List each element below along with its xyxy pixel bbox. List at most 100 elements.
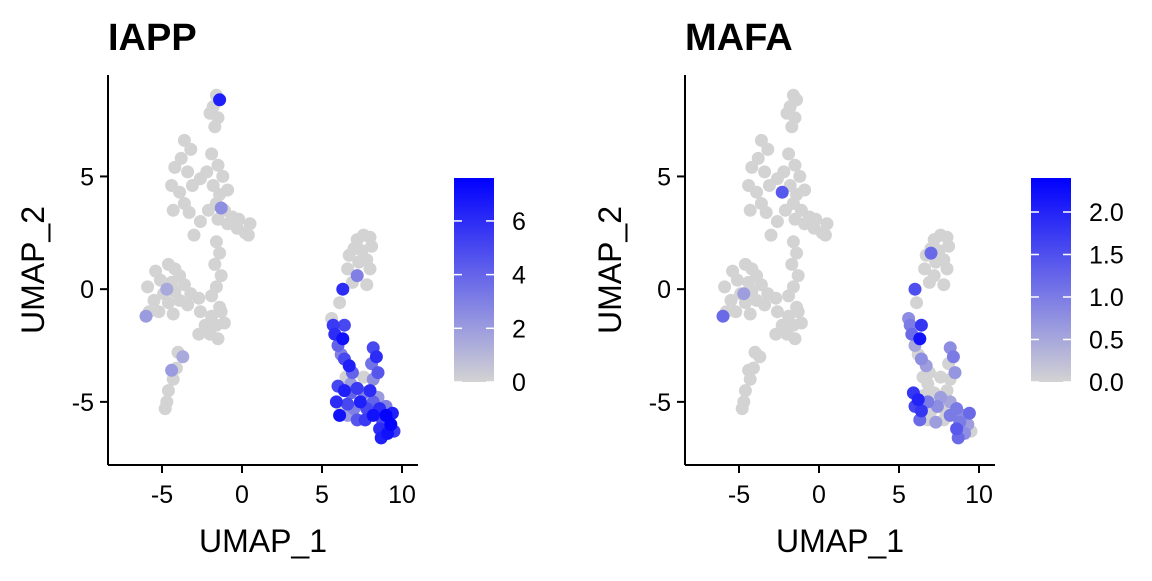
data-point xyxy=(211,332,225,346)
x-tick-label: 5 xyxy=(892,481,906,509)
data-point xyxy=(946,350,960,364)
data-point xyxy=(809,212,823,226)
data-point xyxy=(205,289,219,303)
data-point xyxy=(341,397,355,411)
data-point xyxy=(208,120,222,134)
colorbar-label: 2 xyxy=(512,315,526,343)
data-point xyxy=(950,402,964,416)
data-point xyxy=(735,402,749,416)
colorbar xyxy=(1031,178,1071,382)
data-point xyxy=(738,384,752,398)
data-point xyxy=(770,305,784,319)
data-point xyxy=(718,280,732,294)
colorbar-label: 1.5 xyxy=(1089,242,1124,270)
y-tick-label: -5 xyxy=(72,389,94,417)
x-tick-label: 0 xyxy=(812,481,826,509)
data-point xyxy=(770,215,784,228)
data-point xyxy=(716,309,730,323)
data-point xyxy=(729,305,743,319)
data-point xyxy=(333,408,347,422)
data-point xyxy=(778,203,792,217)
data-point xyxy=(758,298,772,312)
data-point xyxy=(794,316,808,330)
y-tick-label: 0 xyxy=(80,276,94,304)
colorbar-label: 0.0 xyxy=(1089,369,1124,397)
y-tick-label: 5 xyxy=(657,163,671,191)
data-point xyxy=(751,151,765,165)
data-point xyxy=(209,235,223,249)
data-point xyxy=(914,352,928,366)
x-tick-label: -5 xyxy=(151,481,173,509)
colorbar-label: 2.0 xyxy=(1089,199,1124,227)
y-tick-label: 5 xyxy=(80,163,94,191)
data-point xyxy=(371,366,385,380)
data-point xyxy=(782,289,796,303)
data-point xyxy=(777,165,791,179)
data-point xyxy=(193,305,207,319)
x-tick-label: 10 xyxy=(388,481,416,509)
data-point xyxy=(174,151,188,165)
data-point xyxy=(750,185,764,199)
data-point xyxy=(764,228,778,242)
data-point xyxy=(790,246,804,260)
data-point xyxy=(205,147,219,161)
data-point xyxy=(353,395,367,409)
data-point xyxy=(780,106,794,120)
data-point xyxy=(921,377,935,391)
data-point xyxy=(241,228,255,242)
data-point xyxy=(820,217,834,231)
x-tick-label: 0 xyxy=(235,481,249,509)
data-point xyxy=(213,93,227,107)
axis-ticks: -5 0 5 10 -5 0 5 xyxy=(72,163,416,509)
data-point xyxy=(775,185,789,199)
data-point xyxy=(937,278,951,292)
y-axis-title: UMAP_2 xyxy=(592,206,628,334)
data-point xyxy=(214,305,228,319)
x-tick-label: 10 xyxy=(965,481,993,509)
data-point xyxy=(788,332,802,346)
data-point xyxy=(181,298,195,312)
data-point xyxy=(910,296,924,310)
data-point xyxy=(153,273,167,287)
data-point xyxy=(182,206,196,219)
data-point xyxy=(782,147,796,161)
data-point xyxy=(161,384,175,398)
data-point xyxy=(211,158,225,172)
data-point xyxy=(788,158,802,172)
panel-title: IAPP xyxy=(108,17,197,59)
data-point xyxy=(216,169,230,183)
data-point xyxy=(200,165,214,179)
data-point xyxy=(369,350,383,364)
panel-iapp: IAPP -5 0 5 10 -5 0 5 UMAP_1 UMAP_2 0 2 4 6 xyxy=(15,17,526,559)
data-point xyxy=(221,183,235,197)
data-point xyxy=(350,269,364,283)
data-point xyxy=(139,309,153,323)
data-point xyxy=(213,246,227,260)
data-point xyxy=(165,363,179,377)
data-point xyxy=(363,262,377,276)
data-point xyxy=(911,393,925,407)
data-point xyxy=(918,262,932,276)
scatter-points xyxy=(139,88,401,445)
data-point xyxy=(363,384,377,398)
data-point xyxy=(908,282,922,296)
data-point xyxy=(913,332,927,346)
scatter-points xyxy=(716,88,978,445)
colorbar-label: 1.0 xyxy=(1089,284,1124,312)
data-point xyxy=(350,381,364,395)
data-point xyxy=(329,395,343,409)
data-point xyxy=(187,228,201,242)
data-point xyxy=(793,169,807,183)
panel-title: MAFA xyxy=(685,17,793,59)
data-point xyxy=(950,422,964,436)
data-point xyxy=(360,278,374,292)
data-point xyxy=(217,316,231,330)
data-point xyxy=(168,160,182,174)
data-point xyxy=(962,406,976,420)
data-point xyxy=(786,235,800,249)
x-tick-label: -5 xyxy=(728,481,750,509)
data-point xyxy=(753,350,767,364)
data-point xyxy=(336,332,350,346)
data-point xyxy=(141,280,155,294)
